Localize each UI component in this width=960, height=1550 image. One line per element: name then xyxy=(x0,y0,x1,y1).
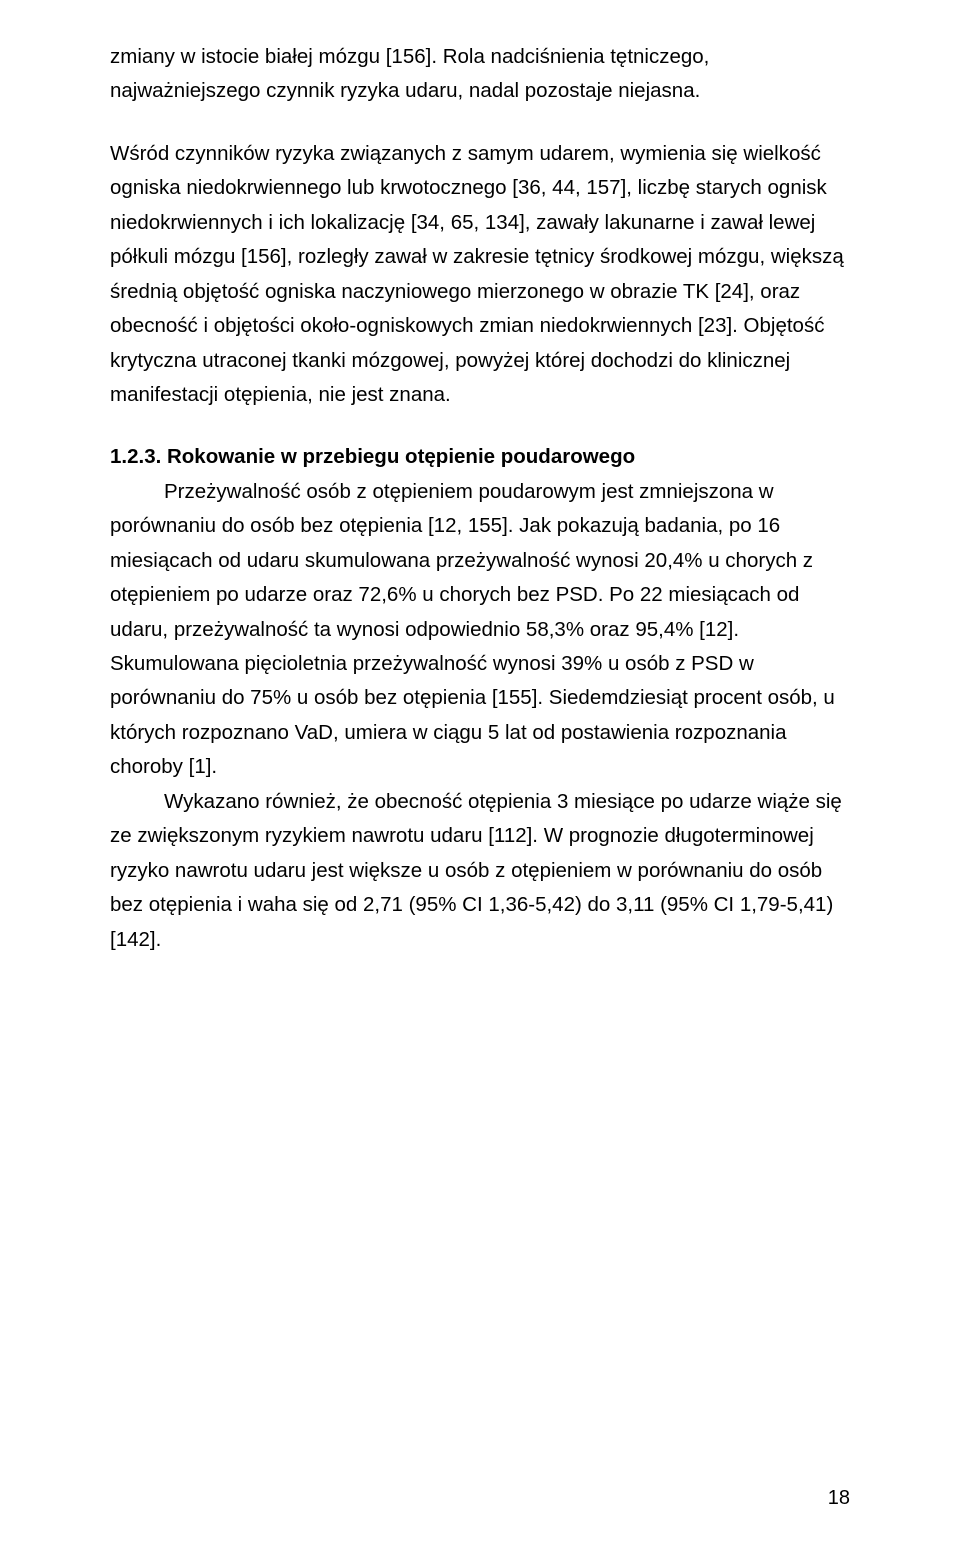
section-heading-block: 1.2.3. Rokowanie w przebiegu otępienie p… xyxy=(110,440,850,474)
body-paragraph: Przeżywalność osób z otępieniem poudarow… xyxy=(110,475,850,785)
body-paragraph: zmiany w istocie białej mózgu [156]. Rol… xyxy=(110,40,850,109)
document-page: zmiany w istocie białej mózgu [156]. Rol… xyxy=(0,0,960,1550)
section-heading: 1.2.3. Rokowanie w przebiegu otępienie p… xyxy=(110,445,635,468)
page-number: 18 xyxy=(828,1482,850,1516)
body-paragraph: Wykazano również, że obecność otępienia … xyxy=(110,785,850,957)
body-paragraph: Wśród czynników ryzyka związanych z samy… xyxy=(110,137,850,413)
